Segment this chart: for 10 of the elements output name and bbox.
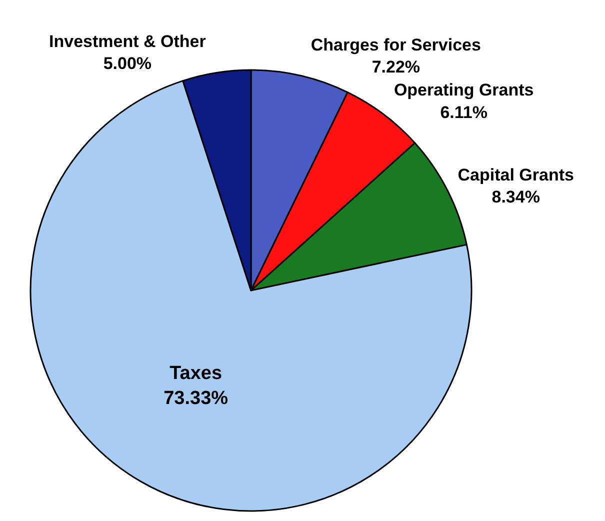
slice-label: Operating Grants [394,80,534,100]
slice-label: Charges for Services [310,36,481,55]
slice-label: Investment & Other [49,32,206,52]
slice-label: Capital Grants [458,166,574,185]
data-label: 8.34% [492,188,540,207]
data-label: 5.00% [103,54,152,74]
slice-label: Taxes [170,363,222,384]
data-label: 7.22% [372,58,420,77]
data-label: 73.33% [164,388,228,409]
data-label: 6.11% [440,102,488,122]
